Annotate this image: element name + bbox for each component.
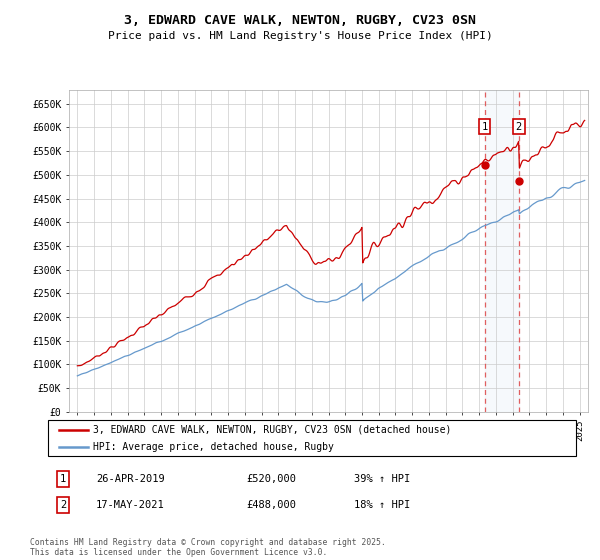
Bar xyxy=(485,90,519,412)
Text: 1: 1 xyxy=(481,122,488,132)
Text: 39% ↑ HPI: 39% ↑ HPI xyxy=(354,474,410,484)
Text: £488,000: £488,000 xyxy=(246,500,296,510)
Text: 3, EDWARD CAVE WALK, NEWTON, RUGBY, CV23 0SN (detached house): 3, EDWARD CAVE WALK, NEWTON, RUGBY, CV23… xyxy=(93,425,451,435)
Text: HPI: Average price, detached house, Rugby: HPI: Average price, detached house, Rugb… xyxy=(93,442,334,451)
Text: 18% ↑ HPI: 18% ↑ HPI xyxy=(354,500,410,510)
Text: 1: 1 xyxy=(60,474,66,484)
Text: Contains HM Land Registry data © Crown copyright and database right 2025.
This d: Contains HM Land Registry data © Crown c… xyxy=(30,538,386,557)
Text: 3, EDWARD CAVE WALK, NEWTON, RUGBY, CV23 0SN: 3, EDWARD CAVE WALK, NEWTON, RUGBY, CV23… xyxy=(124,14,476,27)
Text: 2: 2 xyxy=(516,122,522,132)
FancyBboxPatch shape xyxy=(48,420,576,456)
Text: 2: 2 xyxy=(60,500,66,510)
Text: 17-MAY-2021: 17-MAY-2021 xyxy=(96,500,165,510)
Text: £520,000: £520,000 xyxy=(246,474,296,484)
Text: 26-APR-2019: 26-APR-2019 xyxy=(96,474,165,484)
Text: Price paid vs. HM Land Registry's House Price Index (HPI): Price paid vs. HM Land Registry's House … xyxy=(107,31,493,41)
